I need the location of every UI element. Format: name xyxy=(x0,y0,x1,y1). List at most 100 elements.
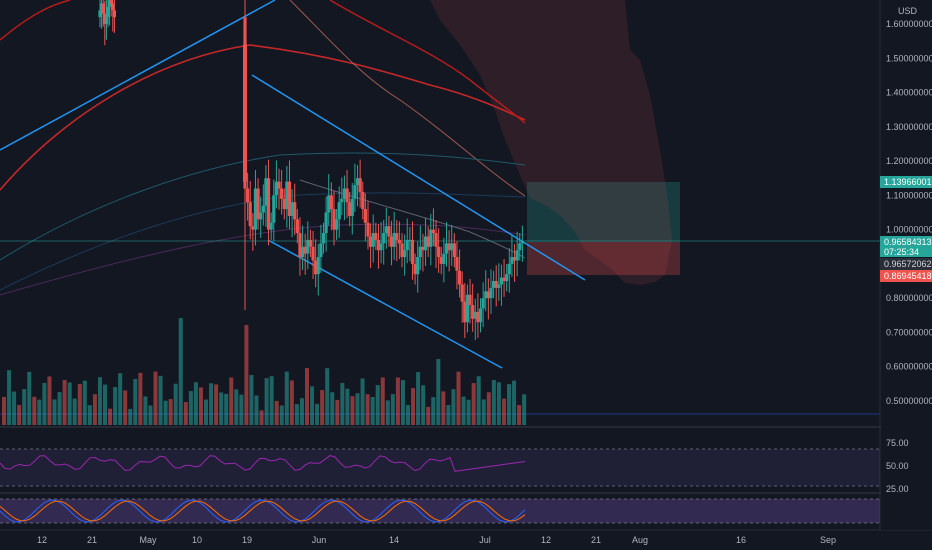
candle-bearish xyxy=(400,243,404,258)
candle-bearish xyxy=(434,233,438,247)
volume-bar xyxy=(330,392,335,425)
candle-bullish xyxy=(392,233,396,247)
candle-bullish xyxy=(497,284,501,288)
time-tick-label: 21 xyxy=(591,535,601,545)
candle-bullish xyxy=(259,212,263,220)
candle-bullish xyxy=(353,185,357,199)
currency-label: USD xyxy=(898,6,918,16)
entry-price-tag[interactable]: 0.96572062 xyxy=(880,258,932,270)
volume-bar xyxy=(264,378,269,425)
candle-bearish xyxy=(369,236,373,247)
volume-bar xyxy=(360,378,365,425)
volume-bar xyxy=(345,388,350,425)
candle-bearish xyxy=(329,195,333,210)
volume-bar xyxy=(395,377,400,425)
svg-text:0.96572062: 0.96572062 xyxy=(884,259,932,269)
volume-bar xyxy=(411,388,416,425)
ma-teal-line xyxy=(0,152,526,261)
candle-bullish xyxy=(350,198,354,216)
volume-bar xyxy=(375,385,380,425)
channel-upper-line[interactable] xyxy=(251,74,586,281)
volume-bar xyxy=(355,393,360,425)
volume-bar xyxy=(32,396,37,425)
volume-bar xyxy=(279,405,284,425)
stop-price-tag[interactable]: 0.86945418 xyxy=(880,270,932,282)
volume-bar xyxy=(507,384,511,425)
svg-text:07:25:34: 07:25:34 xyxy=(884,247,919,257)
volume-bar xyxy=(315,403,320,425)
volume-bar xyxy=(441,391,446,425)
candle-bearish xyxy=(387,226,391,237)
target-price-tag[interactable]: 1.13966001 xyxy=(880,176,932,188)
volume-bar xyxy=(335,399,340,425)
candle-bearish xyxy=(486,291,490,299)
candle-bullish xyxy=(499,277,504,285)
volume-bar xyxy=(446,405,451,425)
volume-bar xyxy=(239,394,244,425)
candle-bullish xyxy=(290,202,294,216)
volume-bar xyxy=(198,387,203,425)
candle-bullish xyxy=(442,253,446,264)
volume-bar xyxy=(451,389,456,425)
loss-zone[interactable] xyxy=(527,242,680,275)
last-price-tag[interactable]: 0.96584313 07:25:34 xyxy=(880,236,932,257)
candle-bullish xyxy=(319,243,323,258)
volume-bar xyxy=(431,397,436,425)
time-tick-label: 16 xyxy=(736,535,746,545)
channel-lower-line[interactable] xyxy=(267,239,503,369)
ma-red-line xyxy=(0,44,526,191)
volume-bar xyxy=(385,400,390,425)
candle-bearish xyxy=(413,263,417,275)
candle-bearish xyxy=(277,181,281,189)
time-axis[interactable]: 12 21 May 10 19 Jun 14 Jul 12 21 Aug 16 Sep xyxy=(37,535,836,545)
volume-bar xyxy=(471,383,476,425)
ma-purple-line xyxy=(0,223,526,296)
ma-red-upper-line xyxy=(0,0,526,124)
candle-bearish xyxy=(468,294,472,306)
candle-bearish xyxy=(452,243,456,258)
profit-zone[interactable] xyxy=(527,182,680,242)
volume-bar xyxy=(259,410,264,425)
candle-bullish xyxy=(274,181,279,196)
volume-bar xyxy=(340,382,345,425)
volume-bar xyxy=(77,383,82,425)
candle-bullish xyxy=(272,195,276,223)
volume-bar xyxy=(476,376,481,425)
time-tick-label: 19 xyxy=(242,535,252,545)
candle-bearish xyxy=(111,3,115,11)
volume-bar xyxy=(284,371,289,425)
volume-bar xyxy=(113,387,118,425)
time-tick-label: 10 xyxy=(192,535,202,545)
volume-bar xyxy=(522,394,527,425)
volume-bar xyxy=(47,376,52,425)
candle-bearish xyxy=(308,239,313,247)
candle-bearish xyxy=(471,305,475,319)
candle-bullish xyxy=(510,257,514,264)
candle-bearish xyxy=(101,3,105,14)
volume-bar xyxy=(17,404,22,425)
candle-bullish xyxy=(98,10,102,18)
candle-bullish xyxy=(478,308,483,323)
candle-bullish xyxy=(379,243,383,251)
volume-bar xyxy=(299,398,304,425)
candle-bearish xyxy=(431,229,436,234)
candle-bullish xyxy=(405,239,409,251)
volume-bar xyxy=(57,392,62,425)
ma-blue-line xyxy=(0,192,526,291)
volume-bar xyxy=(380,377,385,425)
volume-bar xyxy=(501,398,506,425)
volume-bar xyxy=(254,395,259,425)
volume-bar xyxy=(118,373,123,425)
rsi-tick-50: 50.00 xyxy=(886,461,909,471)
trend-line-ascending[interactable] xyxy=(0,0,276,151)
candle-bearish xyxy=(439,257,443,264)
volume-bar xyxy=(219,392,224,425)
candle-bullish xyxy=(321,233,326,244)
volume-bar xyxy=(27,371,32,425)
candle-bearish xyxy=(280,188,284,199)
volume-bar xyxy=(289,380,294,425)
time-tick-label: Aug xyxy=(632,535,648,545)
candle-bullish xyxy=(423,236,428,251)
candle-bullish xyxy=(481,298,485,309)
